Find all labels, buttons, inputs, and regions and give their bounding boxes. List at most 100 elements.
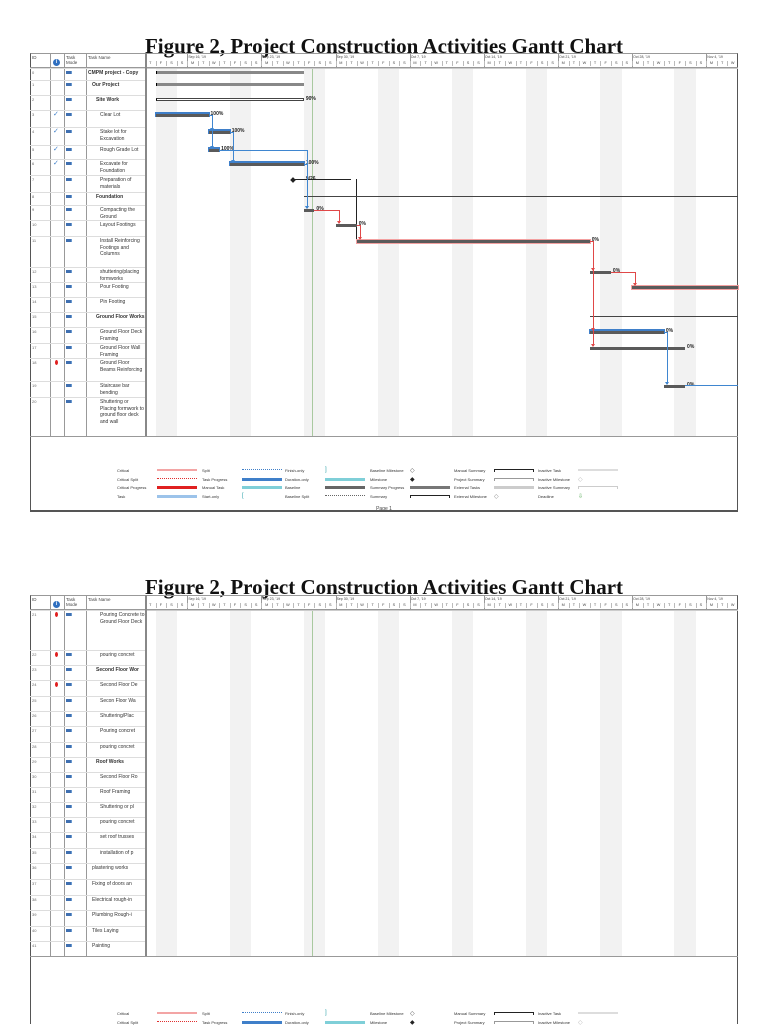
info-column-icon: i bbox=[53, 59, 60, 66]
day-divider bbox=[409, 603, 411, 608]
task-id: 13 bbox=[32, 284, 37, 289]
table-row[interactable]: 8 Foundation bbox=[30, 192, 145, 205]
table-row[interactable]: 3 ✓ Clear Lot bbox=[30, 110, 145, 127]
table-row[interactable]: 18 Ground Floor Beams Reinforcing bbox=[30, 358, 145, 381]
table-row[interactable]: 0 CMPM project - Copy bbox=[30, 68, 145, 80]
task-name: pouring concret bbox=[100, 819, 135, 825]
day-label: W bbox=[508, 61, 513, 65]
legend-swatch-manual-summary bbox=[494, 469, 534, 472]
table-row[interactable]: 5 ✓ Rough Grade Lot bbox=[30, 145, 145, 159]
day-divider bbox=[557, 603, 559, 608]
table-row[interactable]: 38 Electrical rough-in bbox=[30, 895, 145, 910]
week-divider bbox=[632, 596, 634, 609]
table-row[interactable]: 32 Shuttering or pl bbox=[30, 802, 145, 817]
column-header-task-mode: Task Mode bbox=[66, 55, 78, 65]
task-name: Ground Floor Works bbox=[96, 314, 145, 320]
table-row[interactable]: 35 installation of p bbox=[30, 848, 145, 863]
table-row[interactable]: 19 Staircase bar bending bbox=[30, 381, 145, 397]
percent-complete-label: 0% bbox=[591, 237, 599, 243]
day-divider bbox=[293, 61, 295, 66]
table-row[interactable]: 15 Ground Floor Works bbox=[30, 312, 145, 327]
legend-label: Inactive Task bbox=[538, 1011, 562, 1016]
task-name: Painting bbox=[92, 943, 111, 949]
task-id: 8 bbox=[32, 194, 35, 199]
table-row[interactable]: 9 Compacting the Ground bbox=[30, 205, 145, 220]
table-row[interactable]: 4 ✓ Stake lot for Excavation bbox=[30, 127, 145, 145]
table-row[interactable]: 39 Plumbing Rough-i bbox=[30, 910, 145, 926]
table-row[interactable]: 13 Pour Footing bbox=[30, 282, 145, 297]
table-row[interactable]: 7 Preparation of materials bbox=[30, 175, 145, 192]
percent-complete-label: 9/26 bbox=[305, 176, 316, 182]
day-label: T bbox=[297, 603, 300, 607]
table-row[interactable]: 31 Roof Framing bbox=[30, 787, 145, 802]
week-divider bbox=[557, 596, 559, 609]
table-row[interactable]: 1 Our Project bbox=[30, 80, 145, 95]
table-row[interactable]: 29 Roof Works bbox=[30, 757, 145, 772]
table-row[interactable]: 20 Shuttering or Placing formwork to grou… bbox=[30, 397, 145, 436]
table-row[interactable]: 33 pouring concret bbox=[30, 817, 145, 832]
table-row[interactable]: 27 Pouring concret bbox=[30, 726, 145, 742]
week-label: Sep 30, '19 bbox=[336, 55, 355, 59]
legend-swatch-critical-progress bbox=[157, 486, 197, 489]
column-divider bbox=[145, 595, 147, 956]
table-row[interactable]: 40 Tiles Laying bbox=[30, 926, 145, 941]
weekend-shade bbox=[600, 68, 611, 436]
table-row[interactable]: 25 Secon Floor Wa bbox=[30, 696, 145, 711]
day-label: F bbox=[456, 61, 459, 65]
dependency-link bbox=[635, 272, 637, 285]
day-label: T bbox=[276, 61, 279, 65]
day-label: S bbox=[254, 603, 258, 607]
table-row[interactable]: 24 Second Floor De bbox=[30, 680, 145, 696]
weekend-shade bbox=[526, 610, 537, 956]
day-label: S bbox=[180, 603, 184, 607]
indicator-icon bbox=[55, 612, 58, 617]
day-label: T bbox=[223, 61, 226, 65]
day-divider bbox=[483, 61, 485, 66]
day-label: F bbox=[530, 61, 533, 65]
day-label: W bbox=[212, 61, 216, 65]
week-label: Sep 30, '19 bbox=[336, 597, 355, 601]
column-header-task-name: Task Name bbox=[88, 55, 111, 60]
legend-label: Critical Split bbox=[117, 476, 139, 482]
table-row[interactable]: 37 Fixing of doors an bbox=[30, 879, 145, 895]
table-row[interactable]: 2 Site Work bbox=[30, 95, 145, 110]
legend-swatch-project-summary bbox=[494, 1020, 534, 1024]
checkmark-icon: ✓ bbox=[53, 160, 59, 167]
week-divider bbox=[557, 54, 559, 67]
table-row[interactable]: 36 plastering works bbox=[30, 863, 145, 879]
day-label: F bbox=[604, 603, 607, 607]
table-row[interactable]: 16 Ground Floor Deck Framing bbox=[30, 327, 145, 343]
table-row[interactable]: 30 Second Floor Ro bbox=[30, 772, 145, 787]
task-name: Ground Floor Beams Reinforcing bbox=[100, 360, 143, 373]
table-row[interactable]: 10 Layout Footings bbox=[30, 220, 145, 236]
legend-swatch-summary bbox=[410, 494, 450, 498]
table-row[interactable]: 21 Pouring Concrete to Ground Floor Deck bbox=[30, 610, 145, 650]
percent-complete-label: 0% bbox=[316, 206, 324, 212]
day-label: M bbox=[561, 603, 565, 607]
table-row[interactable]: 41 Painting bbox=[30, 941, 145, 956]
legend-label: Manual Task bbox=[202, 485, 225, 490]
task-mode-icon bbox=[66, 223, 72, 226]
table-row[interactable]: 23 Second Floor Wor bbox=[30, 665, 145, 680]
table-bottom-line bbox=[30, 436, 738, 437]
day-divider bbox=[568, 603, 570, 608]
table-row[interactable]: 34 set roof trusses bbox=[30, 832, 145, 848]
day-label: M bbox=[561, 61, 565, 65]
table-row[interactable]: 6 ✓ Excavate for Foundation bbox=[30, 159, 145, 175]
day-divider bbox=[155, 603, 157, 608]
legend-swatch-critical bbox=[157, 1012, 197, 1014]
table-row[interactable]: 11 Install Reinforcing Footings and Colum… bbox=[30, 236, 145, 267]
table-row[interactable]: 12 shuttering/placing formworks bbox=[30, 267, 145, 282]
table-row[interactable]: 14 Pin Footing bbox=[30, 297, 145, 312]
table-row[interactable]: 28 pouring concret bbox=[30, 742, 145, 757]
task-name: Pour Footing bbox=[100, 284, 129, 290]
task-name: Shuttering or pl bbox=[100, 804, 134, 810]
task-mode-icon bbox=[66, 98, 72, 101]
table-row[interactable]: 26 Shuttering/Plac bbox=[30, 711, 145, 726]
table-row[interactable]: 17 Ground Floor Wall Framing bbox=[30, 343, 145, 358]
table-row[interactable]: 22 pouring concret bbox=[30, 650, 145, 665]
day-divider bbox=[642, 603, 644, 608]
weekend-shade bbox=[610, 610, 622, 956]
task-mode-icon bbox=[66, 729, 72, 732]
weekend-shade bbox=[388, 68, 400, 436]
